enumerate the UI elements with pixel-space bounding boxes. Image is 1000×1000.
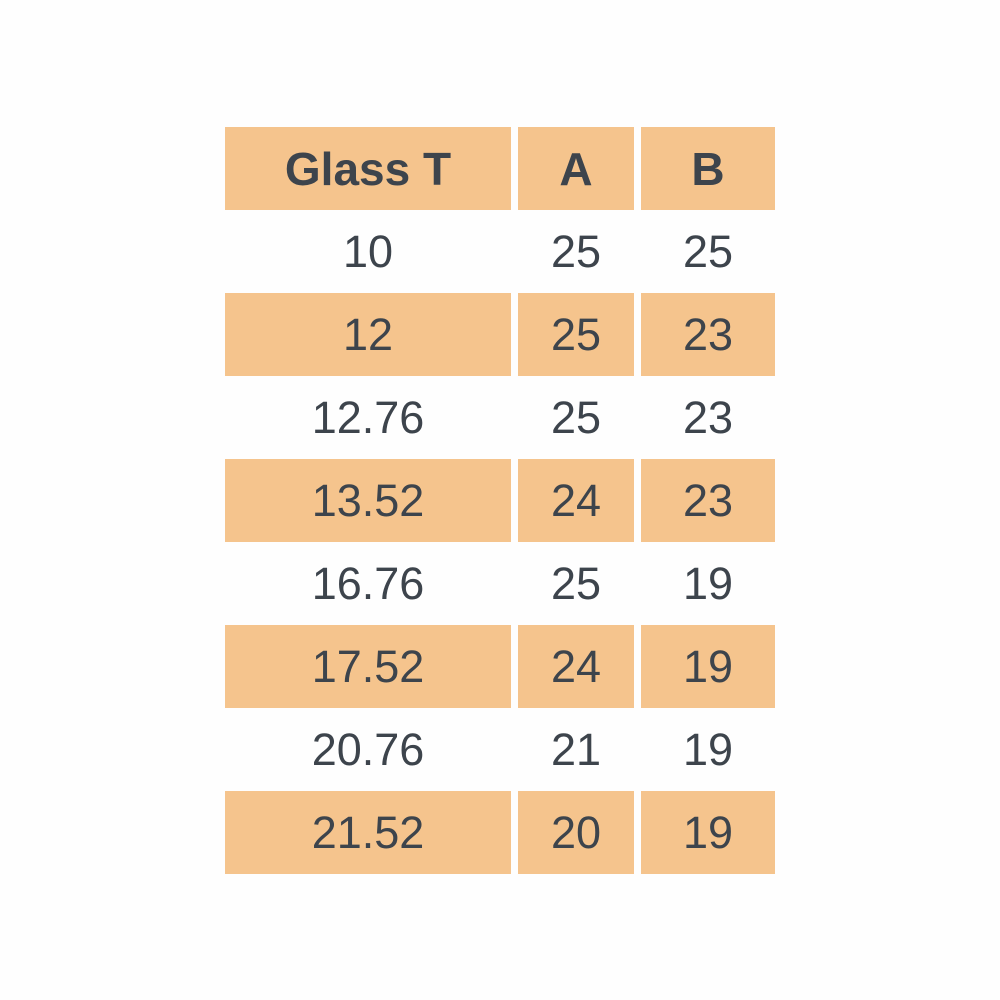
cell-glass-t: 21.52	[225, 791, 511, 874]
cell-glass-t: 10	[342, 226, 394, 277]
table-row: 20.76 21 19	[225, 708, 775, 791]
cell-b: 19	[682, 724, 734, 775]
cell-a: 25	[550, 226, 602, 277]
cell-glass-t: 13.52	[225, 459, 511, 542]
table-row: 16.76 25 19	[225, 542, 775, 625]
cell-a: 25	[518, 293, 634, 376]
table-row: 21.52 20 19	[225, 791, 775, 874]
cell-a: 25	[550, 558, 602, 609]
glass-thickness-table: Glass T A B 10 25 25 12 25 23 12.76 25 2…	[225, 127, 775, 874]
cell-b: 23	[682, 392, 734, 443]
cell-b: 25	[682, 226, 734, 277]
cell-glass-t: 20.76	[311, 724, 425, 775]
table-row: 12 25 23	[225, 293, 775, 376]
header-row: Glass T A B	[225, 127, 775, 210]
cell-glass-t: 12	[225, 293, 511, 376]
cell-b: 19	[682, 558, 734, 609]
cell-a: 21	[550, 724, 602, 775]
table-row: 17.52 24 19	[225, 625, 775, 708]
table-row: 10 25 25	[225, 210, 775, 293]
cell-a: 24	[518, 459, 634, 542]
cell-b: 19	[641, 625, 775, 708]
cell-glass-t: 17.52	[225, 625, 511, 708]
cell-glass-t: 16.76	[311, 558, 425, 609]
column-header-b: B	[641, 127, 775, 210]
column-header-a: A	[518, 127, 634, 210]
table-row: 12.76 25 23	[225, 376, 775, 459]
cell-a: 25	[550, 392, 602, 443]
cell-glass-t: 12.76	[311, 392, 425, 443]
cell-a: 20	[518, 791, 634, 874]
cell-b: 23	[641, 459, 775, 542]
column-header-glass-t: Glass T	[225, 127, 511, 210]
cell-b: 23	[641, 293, 775, 376]
cell-a: 24	[518, 625, 634, 708]
cell-b: 19	[641, 791, 775, 874]
table-row: 13.52 24 23	[225, 459, 775, 542]
